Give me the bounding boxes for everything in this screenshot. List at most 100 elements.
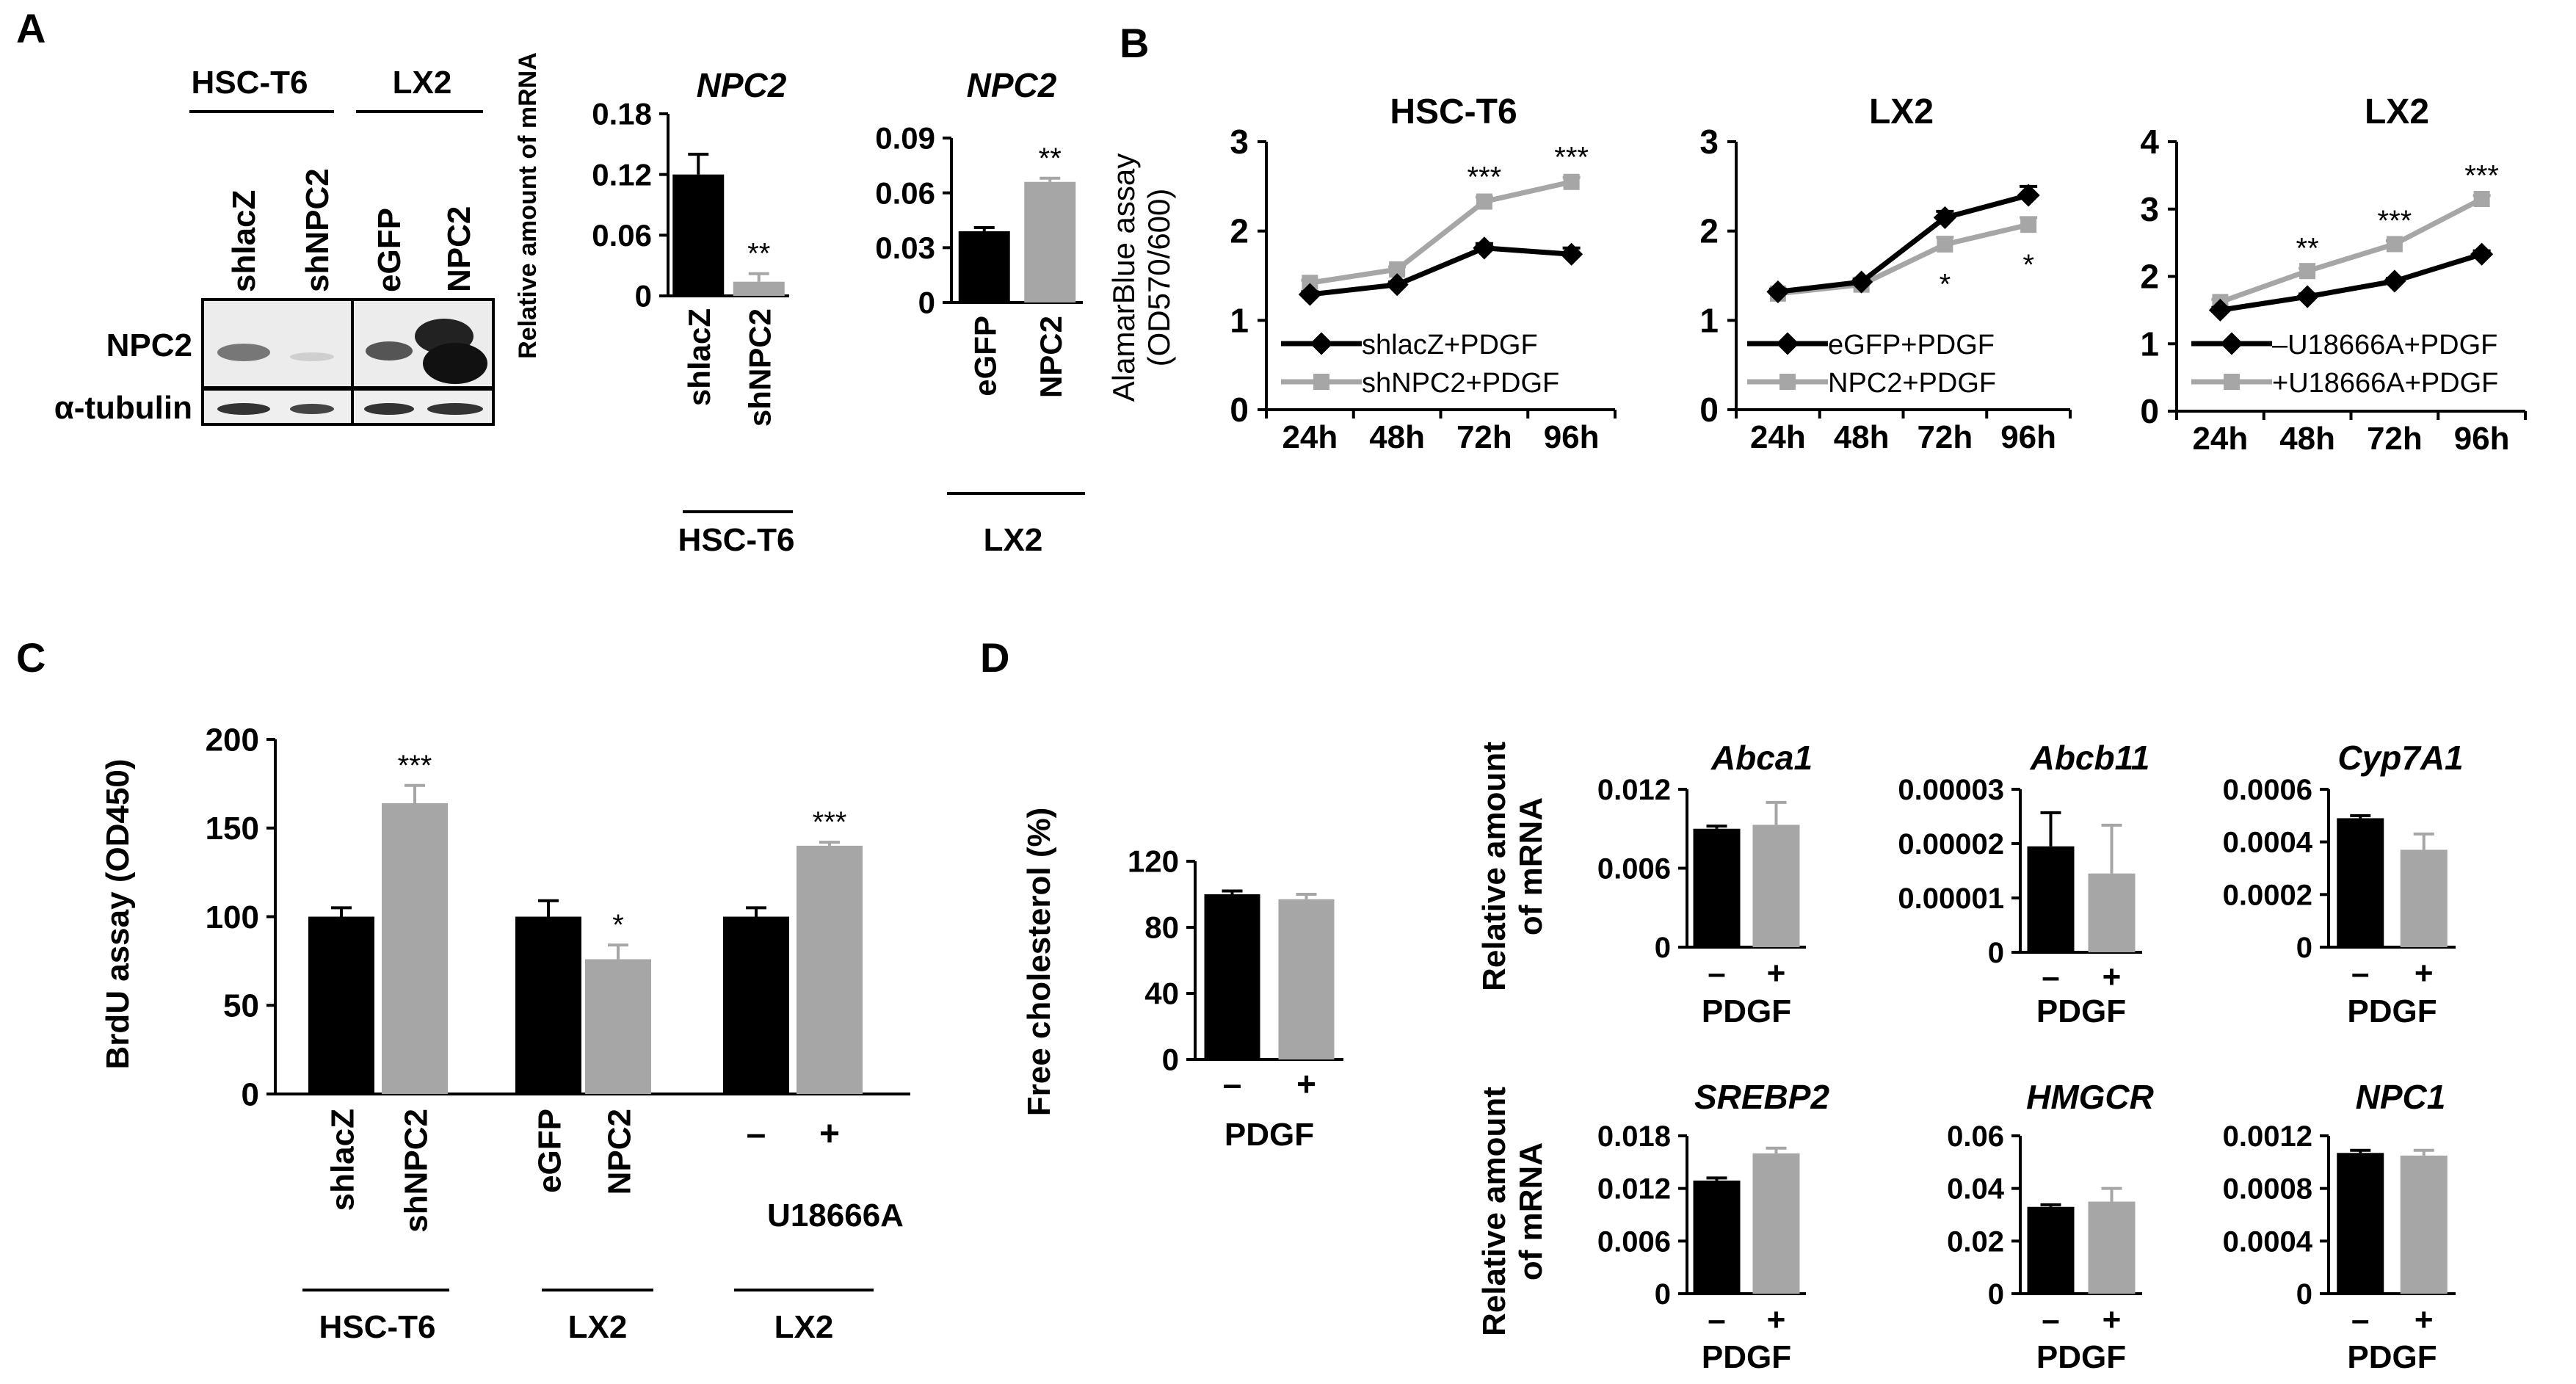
group-label: LX2 xyxy=(984,522,1043,558)
chart-title: NPC2 xyxy=(697,66,787,104)
legend-label: shNPC2+PDGF xyxy=(1362,368,1559,399)
bar xyxy=(797,845,863,1094)
x-tick-label: + xyxy=(2414,955,2434,991)
bar xyxy=(515,916,581,1094)
significance-label: *** xyxy=(1554,142,1589,174)
legend-marker xyxy=(2224,374,2240,390)
chart-title: LX2 xyxy=(1869,93,1934,131)
y-tick-label: 1 xyxy=(1230,301,1249,339)
bar xyxy=(1278,899,1335,1059)
x-tick-label: shNPC2 xyxy=(743,308,777,427)
y-tick-label: 0.0004 xyxy=(2223,1225,2313,1258)
x-tick-label: – xyxy=(2351,1302,2369,1338)
y-tick-label: 40 xyxy=(1144,977,1179,1011)
y-tick-label: 0 xyxy=(1699,391,1719,429)
chart-title: NPC1 xyxy=(2356,1078,2446,1116)
y-tick-label: 0 xyxy=(918,286,935,320)
bar xyxy=(1752,825,1800,947)
y-tick-label: 2 xyxy=(2140,258,2159,296)
legend-label: +U18666A+PDGF xyxy=(2272,368,2498,399)
series-line xyxy=(1777,192,2030,294)
y-tick-label: 0.18 xyxy=(592,97,652,131)
legend-marker xyxy=(1310,332,1333,355)
blot-band xyxy=(423,343,487,384)
bar xyxy=(382,802,448,1094)
significance-label: *** xyxy=(1467,161,1502,193)
y-tick-label: 0 xyxy=(2296,932,2312,964)
bar xyxy=(2088,1201,2136,1294)
western-blot: HSC-T6 LX2 shlacZ shNPC2 eGFP NPC2 NPC2 … xyxy=(54,65,495,426)
legend-label: eGFP+PDGF xyxy=(1828,330,1995,361)
series-marker xyxy=(2020,217,2037,233)
x-tick-label: 72h xyxy=(2367,421,2423,457)
blot-lane-label: eGFP xyxy=(371,208,407,292)
y-tick-label: 0.00001 xyxy=(1898,883,2004,915)
significance-label: ** xyxy=(1039,142,1062,175)
chart-title: Abcb11 xyxy=(2030,739,2150,777)
y-tick-label: 0 xyxy=(1655,932,1671,964)
y-tick-label: 4 xyxy=(2140,123,2159,161)
y-tick-label: 0.0004 xyxy=(2223,827,2313,859)
y-tick-label: 1 xyxy=(2140,325,2159,363)
x-tick-label: – xyxy=(1708,1302,1725,1338)
y-tick-label: 0 xyxy=(1988,1278,2004,1311)
group-label: HSC-T6 xyxy=(319,1309,436,1345)
series-line xyxy=(2219,196,2484,305)
x-tick-label: 48h xyxy=(2279,421,2335,457)
x-tick-label: NPC2 xyxy=(602,1109,638,1195)
x-tick-label: 72h xyxy=(1917,419,1973,455)
series-line xyxy=(1309,179,1572,286)
series-marker xyxy=(1385,273,1409,297)
y-tick-label: 0.06 xyxy=(592,218,652,253)
significance-label: * xyxy=(2022,249,2034,281)
chart-title: Cyp7A1 xyxy=(2337,739,2463,777)
x-tick-label: – xyxy=(2042,1302,2059,1338)
y-tick-label: 2 xyxy=(1230,212,1249,250)
series-marker xyxy=(1302,275,1318,291)
y-tick-label: 200 xyxy=(206,722,259,758)
x-tick-label: + xyxy=(1767,955,1786,991)
chart-title: SREBP2 xyxy=(1694,1078,1829,1116)
x-axis-label: PDGF xyxy=(1702,1339,1791,1375)
y-tick-label: 0.0012 xyxy=(2223,1120,2312,1153)
y-tick-label: 0.03 xyxy=(875,231,935,265)
y-tick-label: 0.00002 xyxy=(1898,828,2004,861)
series-marker xyxy=(2017,184,2040,207)
series-marker xyxy=(1850,270,1873,294)
x-axis-label: PDGF xyxy=(2347,1339,2437,1375)
series-marker xyxy=(2299,263,2316,280)
x-axis-label: PDGF xyxy=(1224,1117,1314,1153)
significance-label: * xyxy=(1940,269,1951,301)
x-tick-label: – xyxy=(747,1115,766,1153)
blot-lane-label: NPC2 xyxy=(441,206,477,292)
significance-label: *** xyxy=(398,750,432,782)
bar xyxy=(723,916,789,1094)
significance-label: ** xyxy=(2296,232,2319,264)
series-marker xyxy=(1298,283,1321,306)
x-tick-label: 48h xyxy=(1369,419,1425,455)
bar xyxy=(1693,828,1741,947)
y-tick-label: 0.02 xyxy=(1947,1225,2004,1258)
y-tick-label: 2 xyxy=(1699,212,1719,250)
x-tick-label: – xyxy=(2042,959,2059,995)
x-tick-label: 96h xyxy=(2000,419,2056,455)
x-axis-label: PDGF xyxy=(2036,993,2126,1029)
y-tick-label: 0 xyxy=(2296,1278,2312,1311)
bar xyxy=(585,959,651,1094)
x-tick-label: 72h xyxy=(1456,419,1512,455)
y-tick-label: 0.012 xyxy=(1597,774,1671,806)
charts: 00.060.120.18shlacZ**shNPC2NPC2Relative … xyxy=(100,52,2527,1375)
y-tick-label: 0 xyxy=(1988,937,2004,969)
bar xyxy=(1693,1180,1741,1294)
y-tick-label: 0.012 xyxy=(1597,1173,1671,1206)
y-tick-label: 1 xyxy=(1699,301,1719,339)
y-tick-label: 0.06 xyxy=(875,175,935,210)
bar xyxy=(1024,181,1076,302)
x-tick-label: eGFP xyxy=(532,1109,568,1193)
x-tick-label: NPC2 xyxy=(1034,316,1068,398)
blot-band xyxy=(217,344,270,361)
x-tick-label: – xyxy=(1708,955,1725,991)
blot-frame xyxy=(201,298,354,389)
series-marker xyxy=(1766,280,1790,303)
